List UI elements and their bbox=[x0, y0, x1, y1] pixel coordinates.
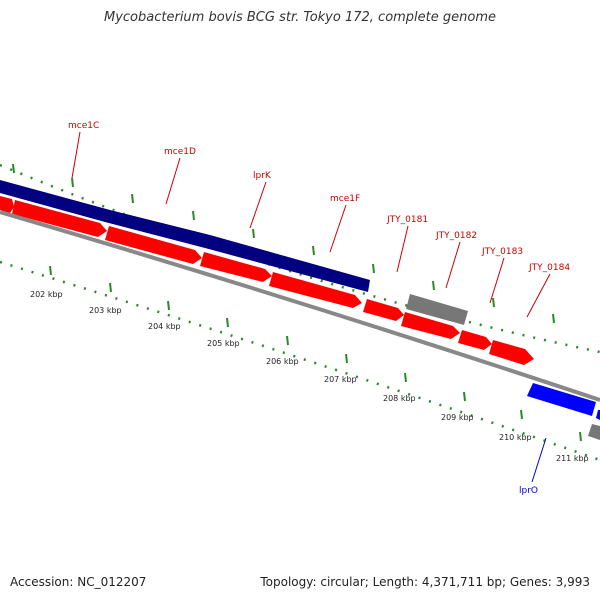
gene-arrow[interactable] bbox=[269, 272, 362, 308]
pseudo-gene-edge[interactable] bbox=[588, 424, 600, 440]
gene-label-jty-0181[interactable]: JTY_0181 bbox=[386, 215, 428, 225]
topology-text: Topology: circular; Length: 4,371,711 bp… bbox=[260, 575, 590, 589]
major-tick bbox=[372, 263, 375, 274]
gene-arrow[interactable] bbox=[0, 196, 14, 213]
major-tick bbox=[552, 313, 555, 324]
operon-band bbox=[0, 180, 370, 292]
kbp-label: 205 kbp bbox=[207, 339, 240, 348]
major-tick bbox=[109, 282, 112, 293]
leader-line bbox=[396, 225, 409, 273]
gene-arrow[interactable] bbox=[363, 299, 404, 321]
genome-title: Mycobacterium bovis BCG str. Tokyo 172, … bbox=[104, 10, 496, 25]
outer-major-ticks bbox=[12, 163, 555, 324]
major-tick bbox=[404, 372, 407, 383]
major-tick bbox=[579, 431, 582, 442]
gene-label-lpro[interactable]: lprO bbox=[519, 486, 538, 496]
gene-arrow[interactable] bbox=[200, 252, 272, 282]
major-tick bbox=[226, 317, 229, 328]
outer-tick-arc bbox=[0, 163, 600, 354]
gene-arrow[interactable] bbox=[401, 312, 460, 339]
major-tick bbox=[167, 300, 170, 311]
inner-tick-arc bbox=[0, 260, 600, 462]
leader-line bbox=[526, 273, 551, 318]
leader-line bbox=[165, 157, 181, 205]
gene-arrow[interactable] bbox=[105, 226, 202, 264]
accession-text: Accession: NC_012207 bbox=[10, 575, 147, 589]
gene-label-mce1f[interactable]: mce1F bbox=[330, 194, 360, 204]
gene-label-jty-0183[interactable]: JTY_0183 bbox=[481, 247, 523, 257]
kbp-label: 206 kbp bbox=[266, 357, 299, 366]
major-tick bbox=[312, 245, 315, 256]
gene-arrow[interactable] bbox=[489, 340, 534, 365]
major-tick bbox=[252, 228, 255, 239]
major-tick bbox=[345, 353, 348, 364]
kbp-label: 203 kbp bbox=[89, 306, 122, 315]
genome-backbone bbox=[0, 210, 600, 402]
reverse-gene-partial[interactable] bbox=[596, 410, 600, 420]
leader-line bbox=[329, 204, 347, 253]
label-leaders bbox=[71, 131, 551, 483]
major-tick bbox=[463, 391, 466, 402]
gene-label-lprk[interactable]: lprK bbox=[253, 171, 272, 181]
major-tick bbox=[432, 280, 435, 291]
kbp-label: 208 kbp bbox=[383, 394, 416, 403]
kbp-label: 204 kbp bbox=[148, 322, 181, 331]
gene-arrow[interactable] bbox=[458, 330, 492, 350]
kbp-label: 207 kbp bbox=[324, 375, 357, 384]
reverse-gene-lprO[interactable] bbox=[527, 383, 596, 416]
gene-label-jty-0182[interactable]: JTY_0182 bbox=[435, 231, 477, 241]
gene-label-jty-0184[interactable]: JTY_0184 bbox=[528, 263, 570, 273]
leader-line bbox=[249, 181, 267, 229]
forward-genes bbox=[0, 196, 534, 365]
gene-arrow[interactable] bbox=[12, 200, 107, 237]
major-tick bbox=[71, 177, 74, 188]
major-tick bbox=[12, 163, 15, 174]
gene-label-mce1d[interactable]: mce1D bbox=[164, 147, 196, 157]
kbp-label: 210 kbp bbox=[499, 433, 532, 442]
gene-label-mce1c[interactable]: mce1C bbox=[68, 121, 99, 131]
pseudo-gene[interactable] bbox=[406, 294, 468, 325]
leader-line bbox=[71, 131, 81, 179]
major-tick bbox=[520, 409, 523, 420]
major-tick bbox=[192, 210, 195, 221]
leader-line bbox=[531, 437, 547, 483]
major-tick bbox=[131, 193, 134, 204]
kbp-label: 211 kbp bbox=[556, 454, 589, 463]
inner-major-ticks bbox=[49, 265, 582, 442]
kbp-label: 209 kbp bbox=[441, 413, 474, 422]
major-tick bbox=[492, 297, 495, 308]
leader-line bbox=[445, 241, 461, 289]
leader-line bbox=[489, 257, 505, 304]
major-tick bbox=[286, 335, 289, 346]
kbp-label: 202 kbp bbox=[30, 290, 63, 299]
major-tick bbox=[49, 265, 52, 276]
